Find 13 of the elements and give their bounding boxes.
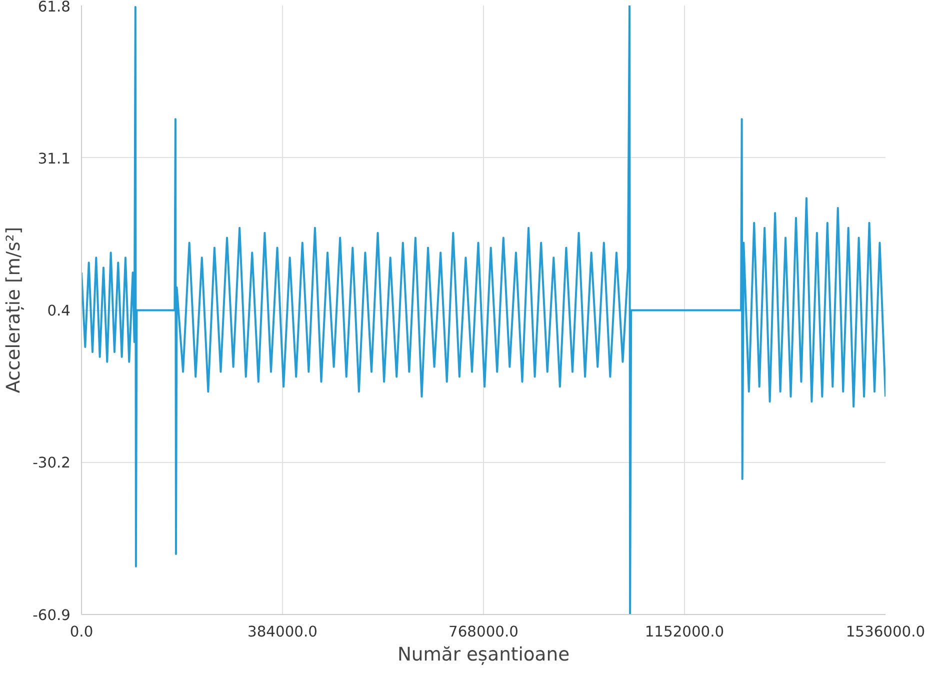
x-tick-label: 0.0 — [70, 624, 94, 640]
line-series — [82, 6, 886, 614]
y-tick-label: 0.4 — [47, 302, 71, 320]
x-tick-label: 1536000.0 — [846, 624, 926, 640]
y-axis-title: Accelerație [m/s²] — [4, 226, 25, 394]
x-axis-title: Număr eșantioane — [397, 644, 570, 666]
x-tick-label: 384000.0 — [248, 624, 318, 640]
y-tick-label: -60.9 — [32, 607, 70, 624]
y-tick-label: 31.1 — [38, 150, 71, 168]
x-tick-label: 768000.0 — [448, 624, 518, 640]
y-tick-label: 61.8 — [38, 0, 71, 16]
y-tick-label: -30.2 — [32, 454, 70, 472]
x-tick-label: 1152000.0 — [644, 624, 724, 640]
